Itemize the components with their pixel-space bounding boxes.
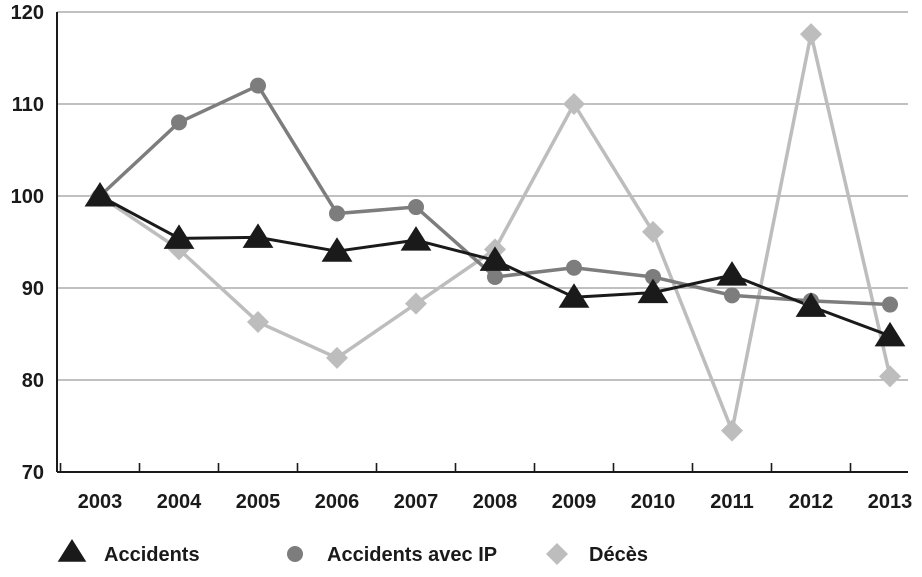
y-tick-label: 90 xyxy=(22,278,44,300)
data-point-accidents xyxy=(242,223,274,248)
x-tick-label: 2007 xyxy=(394,491,439,513)
data-point-d-c-s xyxy=(405,292,427,315)
data-point-accidents-avec-ip xyxy=(487,268,503,285)
y-tick-label: 120 xyxy=(11,2,44,24)
data-point-accidents xyxy=(479,246,511,271)
data-point-accidents-avec-ip xyxy=(171,114,187,131)
data-point-accidents xyxy=(163,224,195,249)
legend-circle-icon xyxy=(287,546,303,562)
data-point-d-c-s xyxy=(721,419,743,442)
x-tick-label: 2012 xyxy=(789,491,834,513)
x-tick-label: 2005 xyxy=(236,491,281,513)
data-point-d-c-s xyxy=(800,23,822,46)
data-point-accidents-avec-ip xyxy=(724,287,740,304)
data-point-d-c-s xyxy=(879,365,901,388)
data-point-d-c-s xyxy=(563,93,585,115)
x-tick-label: 2009 xyxy=(552,491,597,513)
x-tick-label: 2013 xyxy=(868,491,913,513)
y-tick-label: 80 xyxy=(22,370,44,392)
series-line-d-c-s xyxy=(99,32,892,433)
data-point-accidents xyxy=(716,261,748,286)
data-point-accidents-avec-ip xyxy=(645,268,661,285)
data-point-d-c-s xyxy=(247,311,269,334)
data-point-accidents-avec-ip xyxy=(329,205,345,222)
x-tick-label: 2010 xyxy=(631,491,676,513)
legend-label: Accidents xyxy=(104,544,200,566)
x-tick-label: 2004 xyxy=(157,491,202,513)
y-tick-label: 110 xyxy=(12,94,44,116)
data-point-accidents-avec-ip xyxy=(408,199,424,216)
data-point-accidents-avec-ip xyxy=(566,259,582,276)
data-point-d-c-s xyxy=(326,346,348,369)
data-point-accidents-avec-ip xyxy=(882,296,898,313)
data-point-accidents xyxy=(795,292,827,317)
x-tick-label: 2011 xyxy=(710,491,753,513)
legend-label: Accidents avec IP xyxy=(327,544,497,566)
data-point-accidents xyxy=(558,283,590,308)
x-tick-label: 2003 xyxy=(78,491,123,513)
data-point-accidents xyxy=(400,226,432,251)
x-tick-label: 2008 xyxy=(473,491,518,513)
data-point-accidents xyxy=(321,237,353,262)
data-point-accidents-avec-ip xyxy=(250,77,266,94)
data-point-accidents xyxy=(637,278,669,304)
data-point-accidents xyxy=(84,182,116,207)
data-point-d-c-s xyxy=(642,220,664,243)
data-point-accidents xyxy=(874,321,906,347)
y-tick-label: 100 xyxy=(11,186,44,208)
legend-label: Décès xyxy=(589,544,648,566)
legend-diamond-icon xyxy=(546,543,568,565)
x-tick-label: 2006 xyxy=(315,491,360,513)
y-tick-label: 70 xyxy=(22,462,44,484)
legend-triangle-icon xyxy=(57,539,87,562)
